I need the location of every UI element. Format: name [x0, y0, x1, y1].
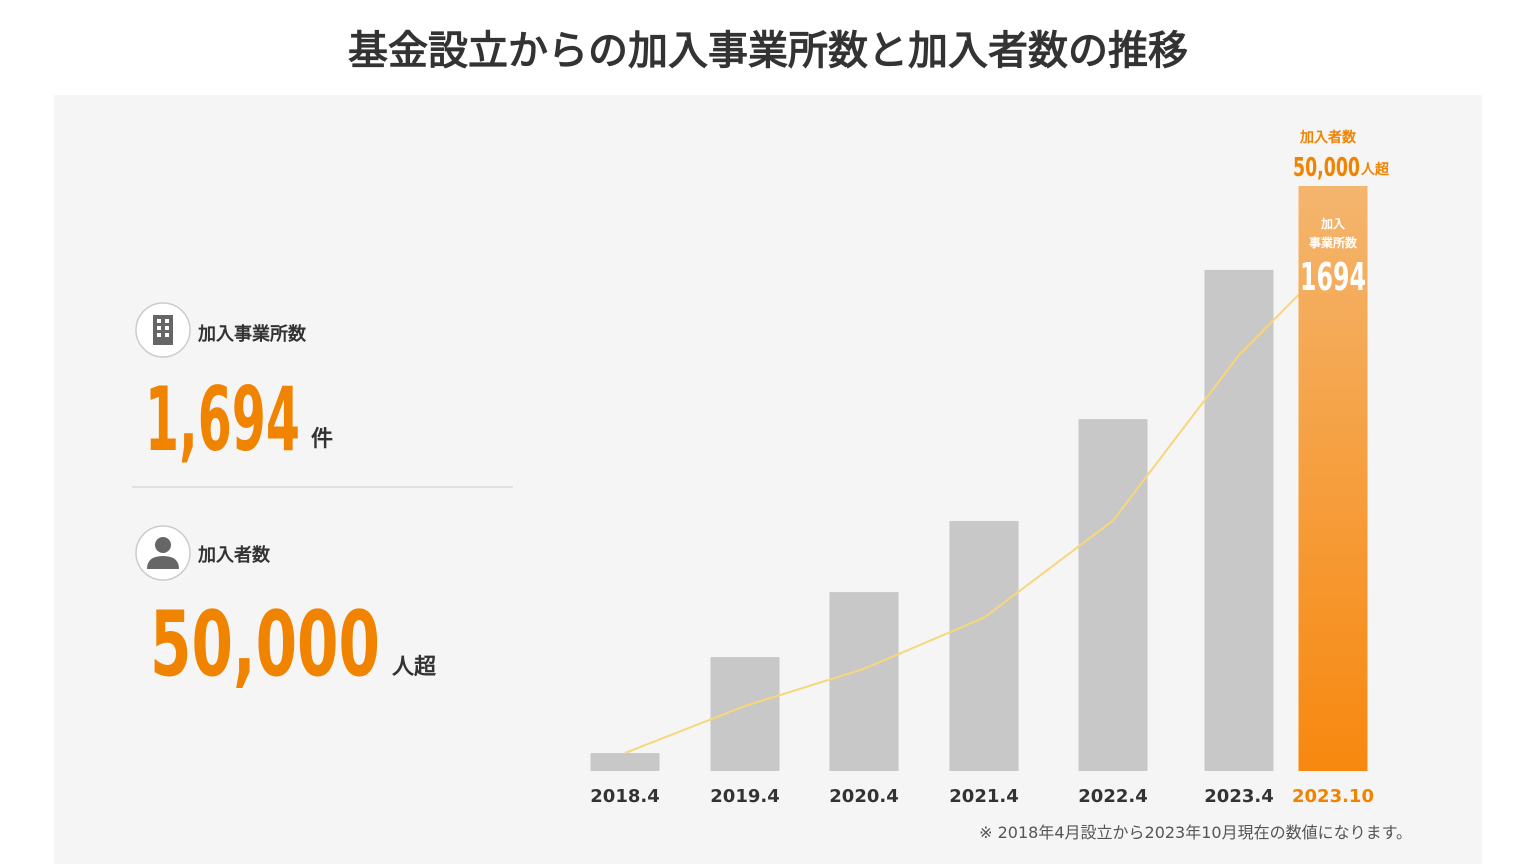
bar-caption: 加入 [1320, 216, 1346, 231]
x-tick-label: 2022.4 [1078, 786, 1147, 807]
bar [1078, 419, 1148, 771]
x-tick-label: 2023.10 [1292, 786, 1374, 807]
bar-value-label: 1694 [1300, 255, 1366, 299]
x-tick-label: 2023.4 [1204, 786, 1273, 807]
bar [1298, 186, 1368, 771]
line [624, 259, 1334, 754]
bar [590, 753, 660, 771]
x-tick-label: 2021.4 [949, 786, 1018, 807]
page-title: 基金設立からの加入事業所数と加入者数の推移 [348, 28, 1188, 74]
summary-value: 1,694 [145, 368, 300, 471]
summary-unit: 人超 [391, 655, 437, 680]
summary-label: 加入者数 [197, 544, 271, 566]
x-tick-label: 2018.4 [590, 786, 659, 807]
bar [710, 657, 780, 771]
bar-caption: 事業所数 [1309, 235, 1358, 250]
bar [1204, 269, 1274, 771]
building-glyph [153, 315, 173, 345]
bar [829, 592, 899, 771]
line-value-label: 50,000 [1293, 153, 1360, 183]
summary-unit: 件 [311, 427, 333, 452]
summary-label: 加入事業所数 [197, 323, 307, 345]
footnote: ※ 2018年4月設立から2023年10月現在の数値になります。 [979, 823, 1412, 842]
x-tick-label: 2019.4 [710, 786, 779, 807]
line-unit: 人超 [1360, 161, 1390, 178]
x-tick-label: 2020.4 [829, 786, 898, 807]
line-caption: 加入者数 [1299, 129, 1357, 146]
summary-value: 50,000 [150, 592, 380, 697]
person-glyph [147, 537, 179, 569]
bar [949, 520, 1019, 771]
